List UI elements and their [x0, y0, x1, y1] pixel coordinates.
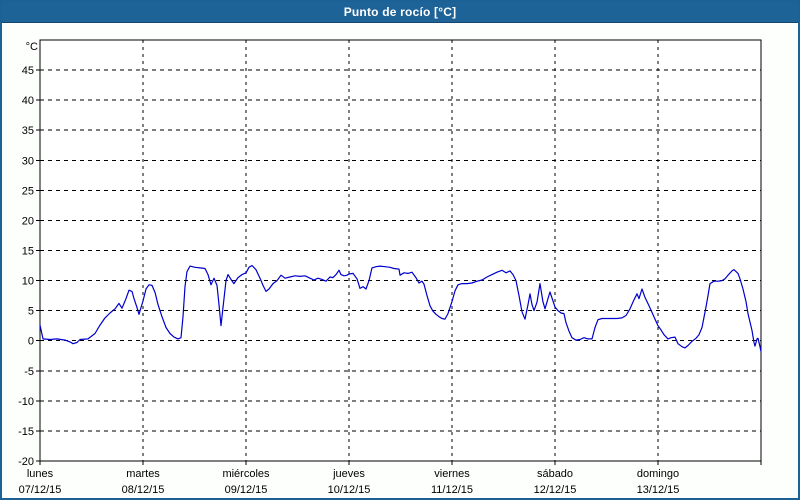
x-day-label: sábado [537, 468, 573, 480]
y-tick-label: 15 [22, 246, 34, 258]
y-tick-label: 10 [22, 276, 34, 288]
x-date-label: 13/12/15 [637, 484, 680, 496]
x-date-label: 10/12/15 [328, 484, 371, 496]
y-tick-label: -5 [24, 366, 34, 378]
x-date-label: 12/12/15 [534, 484, 577, 496]
x-date-label: 07/12/15 [19, 484, 62, 496]
y-tick-label: 35 [22, 125, 34, 137]
x-date-label: 08/12/15 [122, 484, 165, 496]
chart-title: Punto de rocío [°C] [343, 5, 457, 19]
x-date-label: 11/12/15 [431, 484, 473, 496]
y-axis-unit-label: °C [26, 41, 38, 53]
x-date-label: 09/12/15 [225, 484, 268, 496]
y-tick-label: 25 [22, 185, 34, 197]
y-tick-label: 40 [22, 95, 34, 107]
x-day-label: jueves [332, 468, 365, 480]
x-day-label: martes [126, 468, 160, 480]
y-tick-label: 5 [28, 306, 34, 318]
y-tick-label: -10 [18, 396, 34, 408]
x-day-label: lunes [27, 468, 54, 480]
x-day-label: viernes [434, 468, 470, 480]
y-tick-label: 20 [22, 215, 34, 227]
dewpoint-series-line [39, 264, 762, 353]
y-tick-label: 0 [28, 336, 34, 348]
y-tick-label: 45 [22, 65, 34, 77]
x-day-label: domingo [637, 468, 679, 480]
window-title-bar: Punto de rocío [°C] [2, 2, 798, 23]
y-tick-label: -20 [18, 456, 34, 468]
y-tick-label: -15 [18, 426, 34, 438]
y-tick-label: 30 [22, 155, 34, 167]
x-day-label: miércoles [222, 468, 270, 480]
